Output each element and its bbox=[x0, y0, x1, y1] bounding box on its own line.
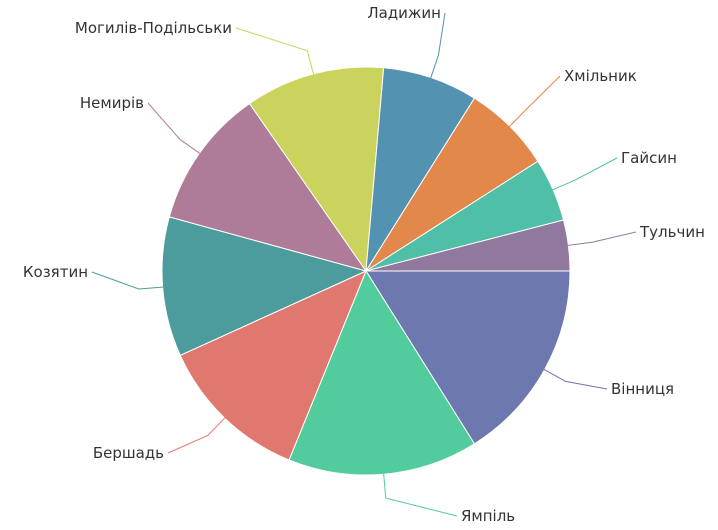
slices-layer bbox=[161, 66, 571, 476]
slice-label-4: Козятин bbox=[23, 263, 88, 281]
slice-label-5: Немирів bbox=[80, 94, 144, 112]
leader-line-2 bbox=[382, 466, 458, 517]
leader-line-4 bbox=[91, 271, 171, 290]
leader-line-5 bbox=[147, 102, 207, 159]
slice-label-8: Хмільник bbox=[564, 67, 637, 85]
slice-label-7: Ладижин bbox=[367, 4, 441, 22]
slice-label-6: Могилів-Подільськи bbox=[75, 19, 232, 37]
slice-label-10: Тульчин bbox=[639, 223, 705, 241]
leader-line-1 bbox=[537, 365, 608, 390]
leader-line-7 bbox=[427, 12, 446, 86]
leader-line-8 bbox=[503, 75, 561, 133]
leader-line-10 bbox=[560, 231, 637, 247]
slice-label-2: Ямпіль bbox=[461, 507, 515, 525]
leader-line-6 bbox=[235, 27, 317, 82]
leader-line-9 bbox=[545, 157, 618, 194]
labels-layer: Вінниця Ямпіль Бершадь Козятин Немирів Могилі… bbox=[23, 4, 705, 525]
slice-label-1: Вінниця bbox=[611, 380, 674, 398]
slice-label-3: Бершадь bbox=[93, 444, 164, 462]
slice-label-9: Гайсин bbox=[621, 149, 677, 167]
leader-lines-layer bbox=[91, 12, 637, 517]
leader-line-3 bbox=[167, 411, 231, 454]
